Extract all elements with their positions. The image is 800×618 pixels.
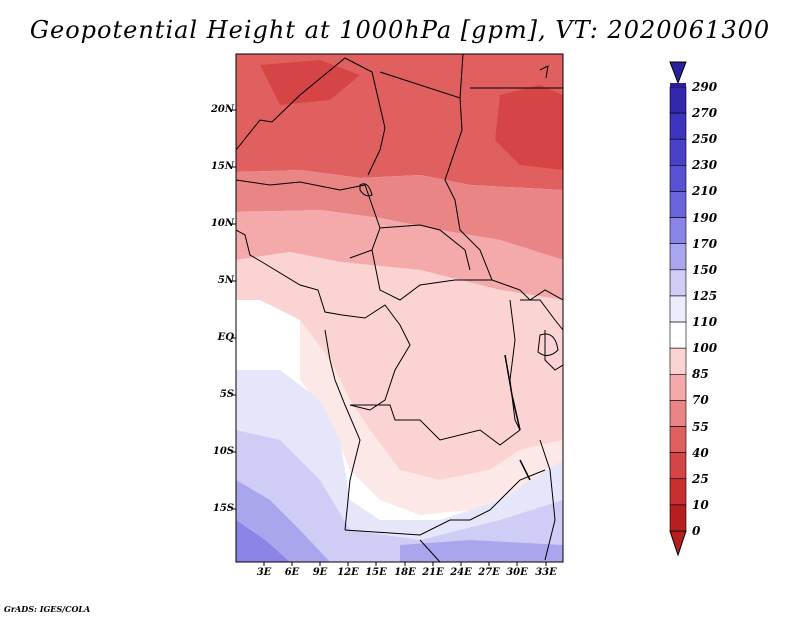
colorbar-segment [669, 269, 687, 297]
field-band-170 [236, 520, 290, 562]
colorbar-segment [669, 504, 687, 532]
colorbar-segment [669, 243, 687, 271]
lon-label-24e: 24E [450, 567, 472, 578]
colorbar-segment [669, 295, 687, 323]
field-band-150-south [400, 540, 563, 562]
longitude-ticks [263, 562, 547, 566]
map-frame [235, 53, 564, 563]
field-band-25 [495, 85, 563, 170]
border-kenya-tanzania [544, 330, 563, 371]
colorbar-label: 190 [692, 210, 718, 225]
colorbar-segment [669, 373, 687, 401]
lon-label-33e: 33E [535, 567, 557, 578]
lat-label-15n: 15N [210, 161, 234, 172]
border-car-north [379, 224, 471, 271]
colorbar-segment [669, 138, 687, 166]
colorbar-segment [669, 452, 687, 480]
lon-label-27e: 27E [478, 567, 500, 578]
colorbar-segment [669, 400, 687, 427]
lon-label-30e: 30E [506, 567, 528, 578]
lat-label-5s: 5S [219, 389, 234, 400]
lon-label-15e: 15E [365, 567, 387, 578]
latitude-ticks [232, 109, 236, 510]
colorbar-segment [669, 347, 687, 375]
colorbar-segment [669, 112, 687, 140]
lat-label-10s: 10S [212, 446, 234, 457]
lon-label-21e: 21E [422, 567, 444, 578]
lat-label-5n: 5N [217, 275, 234, 286]
lake-chad [359, 183, 373, 197]
colorbar-top-arrow [669, 61, 687, 85]
colorbar-label: 100 [692, 341, 718, 356]
lon-label-18e: 18E [394, 567, 416, 578]
colorbar-segment [669, 165, 687, 192]
field-band-25-west [260, 60, 360, 105]
colorbar-label: 125 [692, 288, 718, 303]
field-band-55 [236, 170, 563, 260]
colorbar-label: 10 [692, 497, 709, 512]
country-borders [236, 54, 563, 562]
colorbar-label: 210 [692, 184, 718, 199]
border-nigeria-north [236, 179, 381, 259]
lat-label-eq: EQ [217, 332, 234, 343]
colorbar-label: 150 [692, 262, 718, 277]
lat-label-10n: 10N [210, 218, 234, 229]
grads-credit: GrADS: IGES/COLA [4, 604, 91, 614]
lat-label-20n: 20N [210, 104, 234, 115]
lake-tanganyika [504, 354, 521, 431]
coast-west-bulge [236, 229, 263, 263]
colorbar-segment [669, 321, 687, 349]
field-band-70 [236, 210, 563, 300]
colorbar-label: 170 [692, 236, 718, 251]
colorbar-label: 0 [692, 524, 701, 538]
border-car-south [371, 249, 492, 301]
lon-label-6e: 6E [284, 567, 300, 578]
lake-victoria [537, 333, 559, 356]
colorbar-label: 55 [692, 419, 709, 434]
colorbar-label: 250 [692, 132, 718, 147]
border-congo [341, 304, 411, 411]
lon-label-12e: 12E [337, 567, 359, 578]
colorbar-label: 40 [692, 445, 709, 460]
colorbar-segment [670, 83, 686, 87]
colorbar-label: 85 [692, 367, 709, 382]
lat-label-15s: 15S [212, 503, 234, 514]
colorbar-label: 270 [692, 106, 718, 121]
colorbar-segment [669, 478, 687, 506]
border-west-sahara [236, 57, 386, 176]
colorbar-segment [669, 217, 687, 245]
colorbar-label: 25 [692, 471, 709, 486]
coast-angola [324, 329, 361, 531]
colorbar-label: 230 [692, 158, 718, 173]
lon-label-3e: 3E [256, 567, 272, 578]
border-namibia-zambia [344, 469, 546, 536]
border-uganda [520, 299, 563, 331]
colorbar-bottom-arrow [669, 530, 687, 557]
coast-red-sea [539, 65, 549, 79]
colorbar-label: 70 [692, 393, 709, 408]
colorbar-label: 110 [692, 315, 718, 330]
coast-gulf-guinea [261, 261, 343, 316]
border-malawi-mozambique [539, 439, 556, 561]
border-drc-south [350, 404, 521, 446]
field-band-85 [236, 252, 563, 480]
border-chad-sudan [444, 97, 563, 301]
colorbar-segment [669, 191, 687, 218]
colorbar-segment [669, 426, 687, 453]
colorbar-segment [669, 86, 687, 114]
chart-title: Geopotential Height at 1000hPa [gpm], VT… [29, 16, 771, 44]
lake-malawi [519, 459, 531, 481]
field-band-125 [236, 430, 563, 562]
field-band-100 [300, 320, 563, 515]
colorbar [669, 61, 687, 557]
colorbar-label: 290 [692, 80, 718, 94]
border-botswana [419, 539, 441, 562]
lon-label-9e: 9E [312, 567, 328, 578]
